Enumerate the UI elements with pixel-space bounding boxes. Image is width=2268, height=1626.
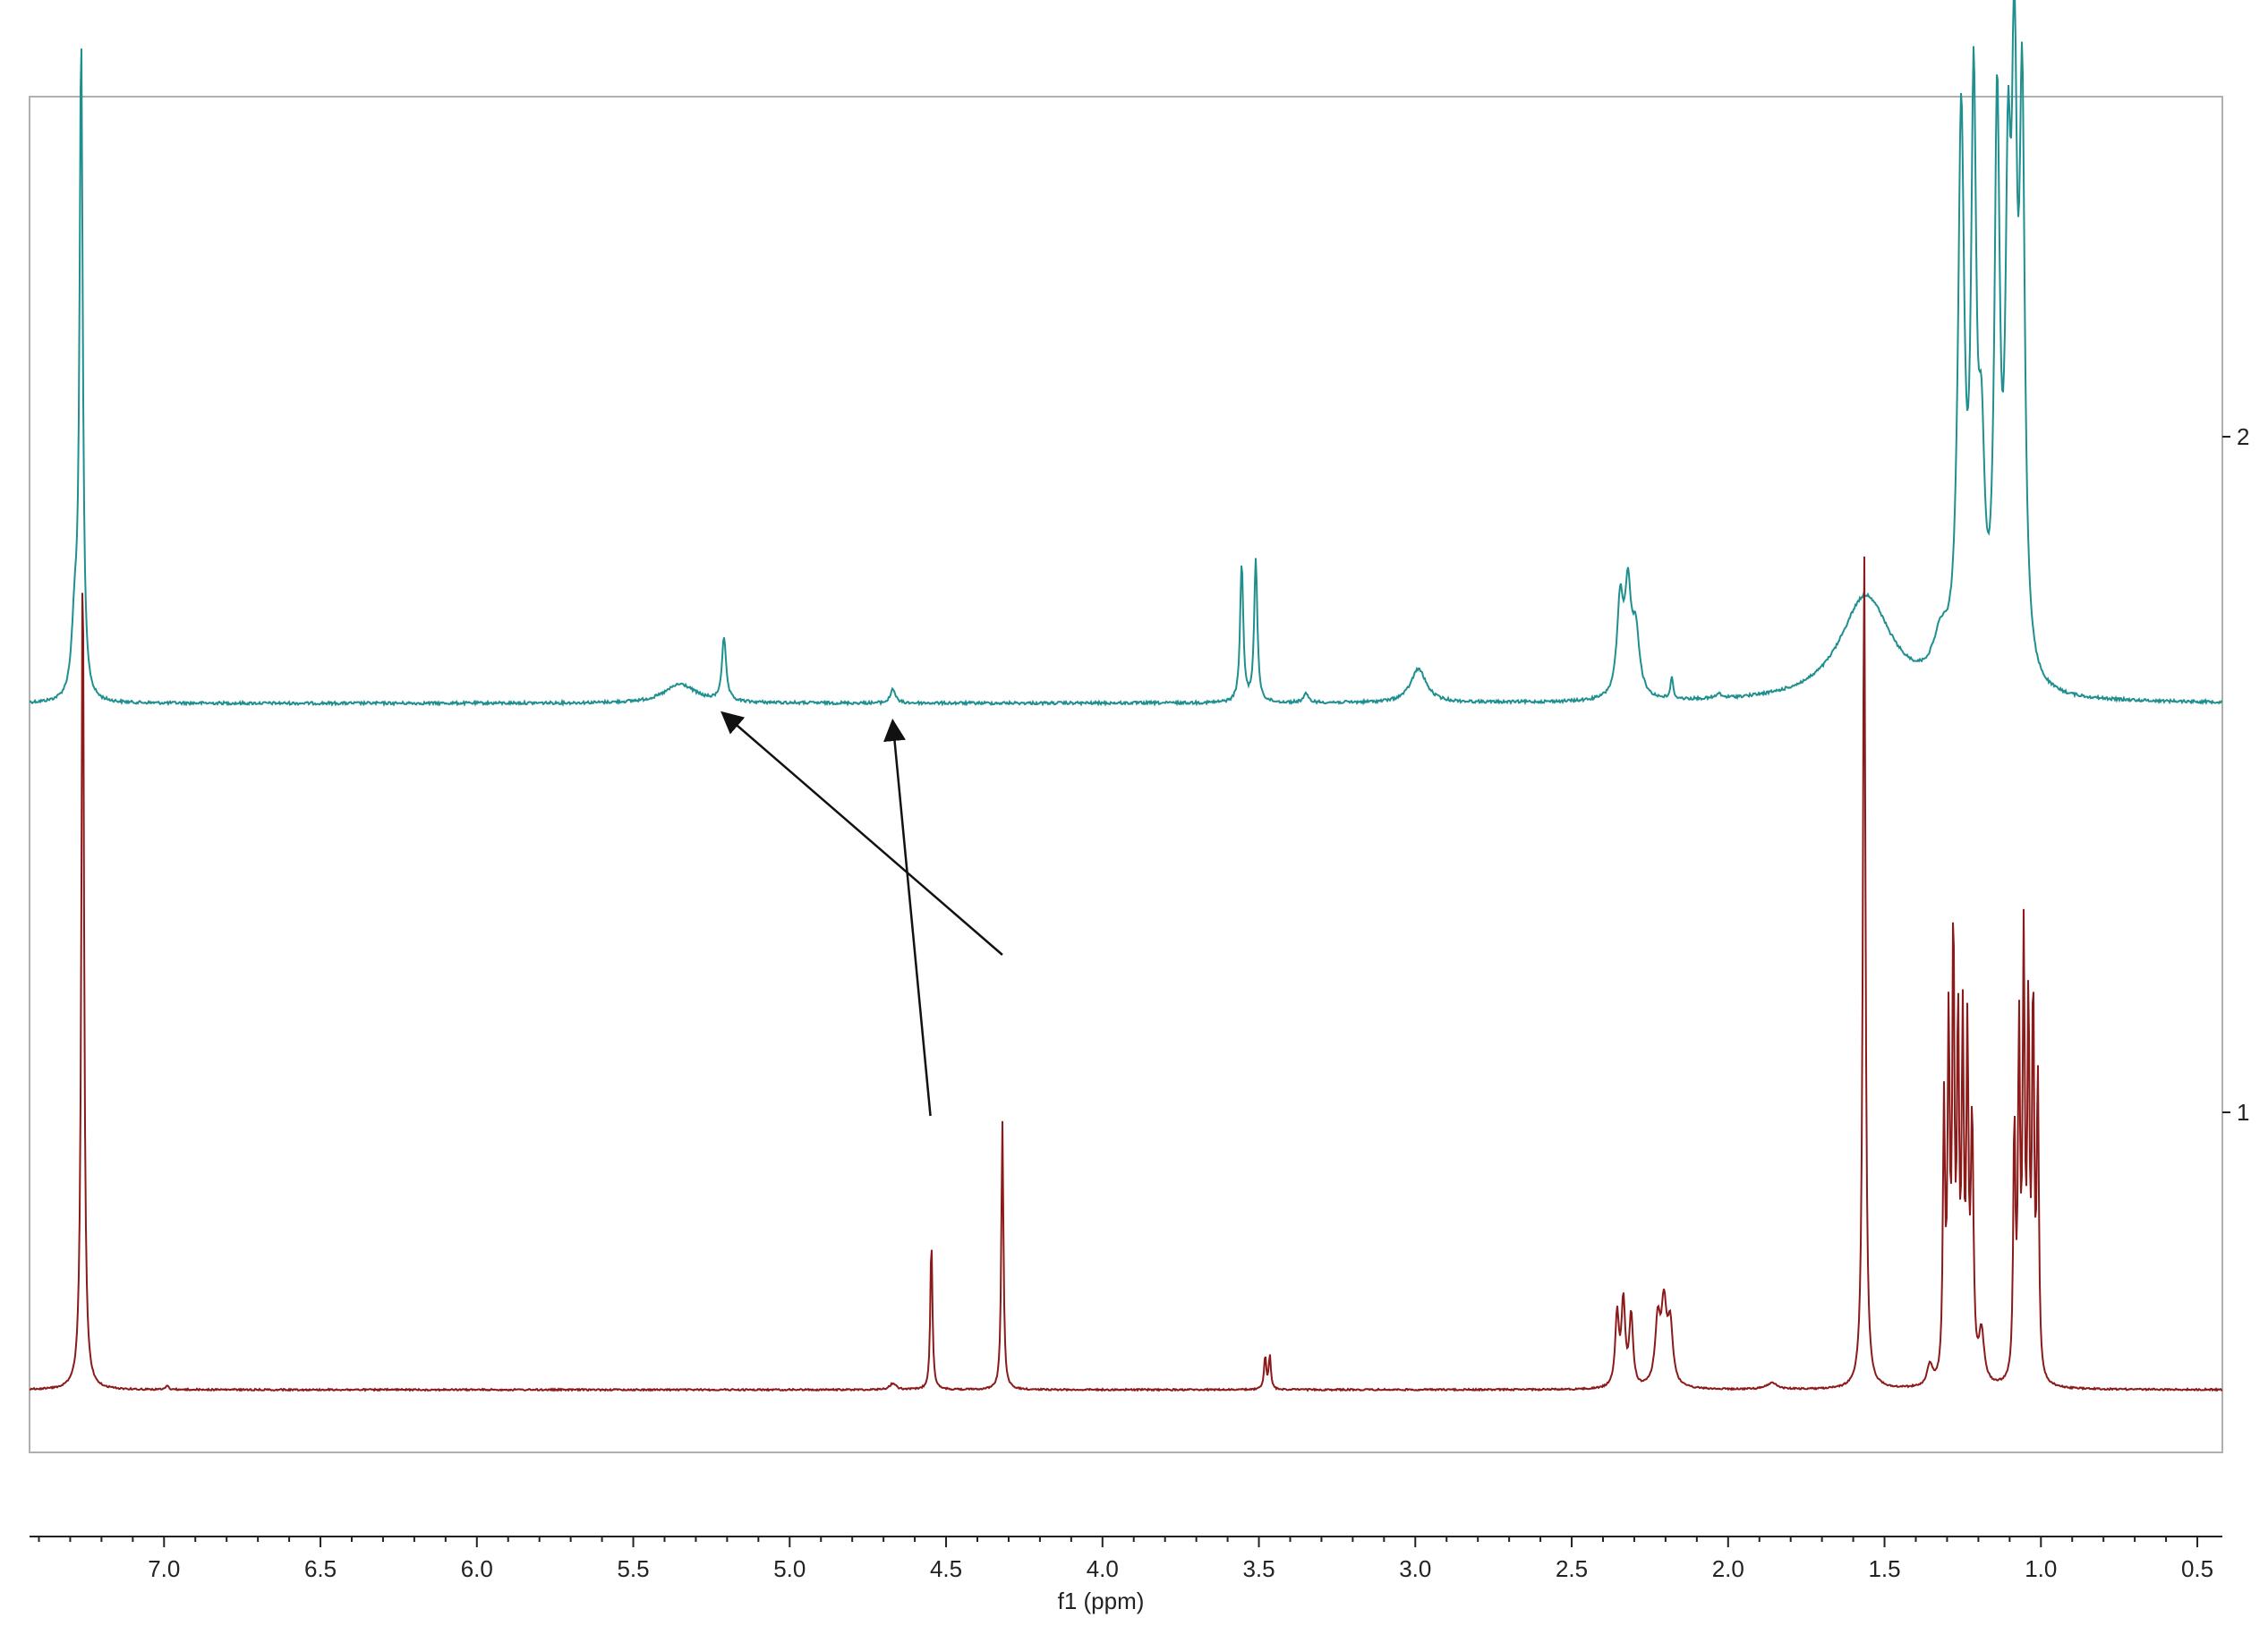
- annotation-arrow: [883, 719, 932, 1117]
- x-tick-label: 2.0: [1712, 1555, 1744, 1582]
- annotation-arrows: [720, 711, 1003, 1117]
- x-tick-label: 6.0: [461, 1555, 493, 1582]
- x-tick-label: 5.0: [773, 1555, 806, 1582]
- x-tick-label: 3.5: [1242, 1555, 1275, 1582]
- spectrum-labels: 2 1: [2222, 423, 2249, 1126]
- x-tick-label: 0.5: [2181, 1555, 2213, 1582]
- plot-frame: [29, 96, 2223, 1453]
- annotation-arrow: [720, 711, 1003, 956]
- x-tick-label: 4.0: [1087, 1555, 1119, 1582]
- x-tick-label: 1.0: [2025, 1555, 2057, 1582]
- x-axis-ticks: 7.0 6.5 6.0 5.5 5.0 4.5 4.0 3.5 3.0 2.5 2.0 1.5 1.0 0…: [38, 1537, 2213, 1582]
- x-tick-label: 4.5: [930, 1555, 962, 1582]
- x-tick-label: 6.5: [304, 1555, 337, 1582]
- x-tick-label: 7.0: [148, 1555, 180, 1582]
- spectrum-label-2: 2: [2237, 423, 2249, 450]
- series-line-2: [30, 0, 2222, 707]
- series-line-1: [30, 556, 2222, 1392]
- x-tick-label: 1.5: [1868, 1555, 1900, 1582]
- x-tick-label: 5.5: [617, 1555, 649, 1582]
- x-tick-label: 3.0: [1399, 1555, 1431, 1582]
- x-tick-label: 2.5: [1556, 1555, 1588, 1582]
- spectrum-label-1: 1: [2237, 1099, 2249, 1126]
- x-axis-title: f1 (ppm): [1058, 1588, 1145, 1614]
